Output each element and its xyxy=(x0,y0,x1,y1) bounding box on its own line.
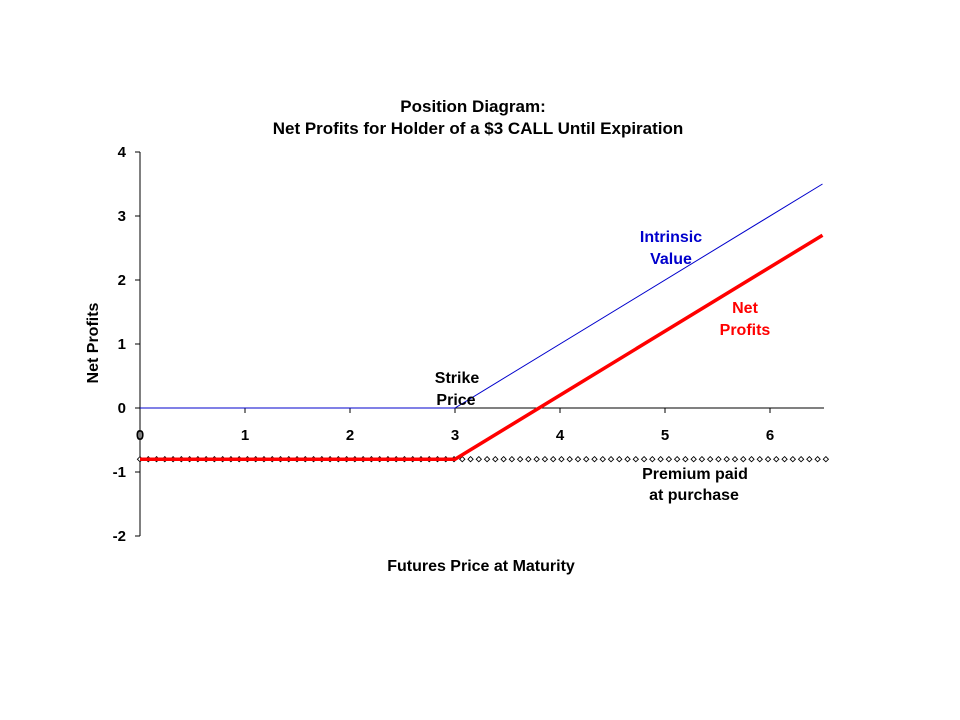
y-tick-label: 0 xyxy=(118,400,126,417)
premium-marker xyxy=(822,455,830,463)
chart-title-line-1: Position Diagram: xyxy=(400,97,545,116)
premium-marker xyxy=(739,455,747,463)
y-axis-label: Net Profits xyxy=(85,302,102,383)
premium-marker xyxy=(706,455,714,463)
premium-marker xyxy=(525,455,532,463)
premium-marker xyxy=(459,455,466,463)
y-tick-label: 1 xyxy=(118,336,126,353)
x-tick-label: 2 xyxy=(346,427,354,444)
premium-marker xyxy=(624,455,631,463)
x-axis-label: Futures Price at Maturity xyxy=(387,558,575,575)
premium-marker xyxy=(640,455,648,463)
intrinsic-value-line xyxy=(140,183,823,409)
strike-annotation-line-2: Price xyxy=(436,392,475,409)
premium-marker xyxy=(500,455,507,463)
premium-marker xyxy=(632,455,640,463)
premium-marker xyxy=(492,455,499,463)
premium-marker xyxy=(558,455,565,463)
premium-marker xyxy=(806,455,813,463)
x-tick-label: 4 xyxy=(556,427,565,444)
premium-marker xyxy=(748,455,755,463)
premium-marker xyxy=(616,455,623,463)
premium-marker xyxy=(673,455,681,463)
premium-marker xyxy=(731,455,739,463)
premium-marker xyxy=(657,455,664,463)
premium-marker xyxy=(682,455,689,463)
premium-marker xyxy=(483,455,491,463)
premium-marker xyxy=(467,455,474,463)
premium-marker xyxy=(475,455,483,463)
x-tick-label: 5 xyxy=(661,427,669,444)
net-annotation-line-1: Net xyxy=(732,300,758,317)
net-annotation-line-2: Profits xyxy=(720,322,771,339)
premium-annotation-line-1: Premium paid xyxy=(642,466,748,483)
net-profits-line xyxy=(140,233,824,461)
y-tick-label: -2 xyxy=(113,528,126,545)
premium-marker xyxy=(649,455,656,463)
y-tick-label: 4 xyxy=(118,144,127,161)
premium-marker xyxy=(541,455,549,463)
x-tick-label: 0 xyxy=(136,427,144,444)
premium-marker xyxy=(756,455,763,463)
premium-marker xyxy=(665,455,673,463)
premium-marker xyxy=(533,455,540,463)
premium-marker xyxy=(789,455,797,463)
premium-marker xyxy=(582,455,590,463)
premium-marker xyxy=(516,455,524,463)
premium-marker xyxy=(814,455,821,463)
y-tick-label: -1 xyxy=(113,464,126,481)
x-tick-label: 1 xyxy=(241,427,249,444)
premium-marker xyxy=(764,455,772,463)
premium-marker xyxy=(607,455,615,463)
premium-marker xyxy=(566,455,573,463)
x-tick-label: 6 xyxy=(766,427,774,444)
premium-marker xyxy=(599,455,606,463)
premium-marker xyxy=(690,455,697,463)
y-tick-label: 3 xyxy=(118,208,126,225)
premium-marker xyxy=(574,455,582,463)
y-axis-ticks: 4 3 2 1 0 -1 -2 xyxy=(113,144,140,545)
premium-marker xyxy=(698,455,706,463)
x-axis-ticks: 0 1 2 3 4 5 6 xyxy=(136,408,774,444)
premium-marker xyxy=(715,455,722,463)
premium-marker xyxy=(549,455,557,463)
x-tick-label: 3 xyxy=(451,427,459,444)
premium-annotation-line-2: at purchase xyxy=(649,487,739,504)
y-tick-label: 2 xyxy=(118,272,126,289)
premium-marker xyxy=(781,455,788,463)
premium-marker xyxy=(591,455,598,463)
premium-marker xyxy=(773,455,780,463)
strike-annotation-line-1: Strike xyxy=(435,370,480,387)
premium-marker xyxy=(508,455,516,463)
premium-marker xyxy=(723,455,730,463)
intrinsic-annotation-line-1: Intrinsic xyxy=(640,229,702,246)
premium-marker xyxy=(797,455,805,463)
chart-title-line-2: Net Profits for Holder of a $3 CALL Unti… xyxy=(273,119,684,138)
intrinsic-annotation-line-2: Value xyxy=(650,251,692,268)
